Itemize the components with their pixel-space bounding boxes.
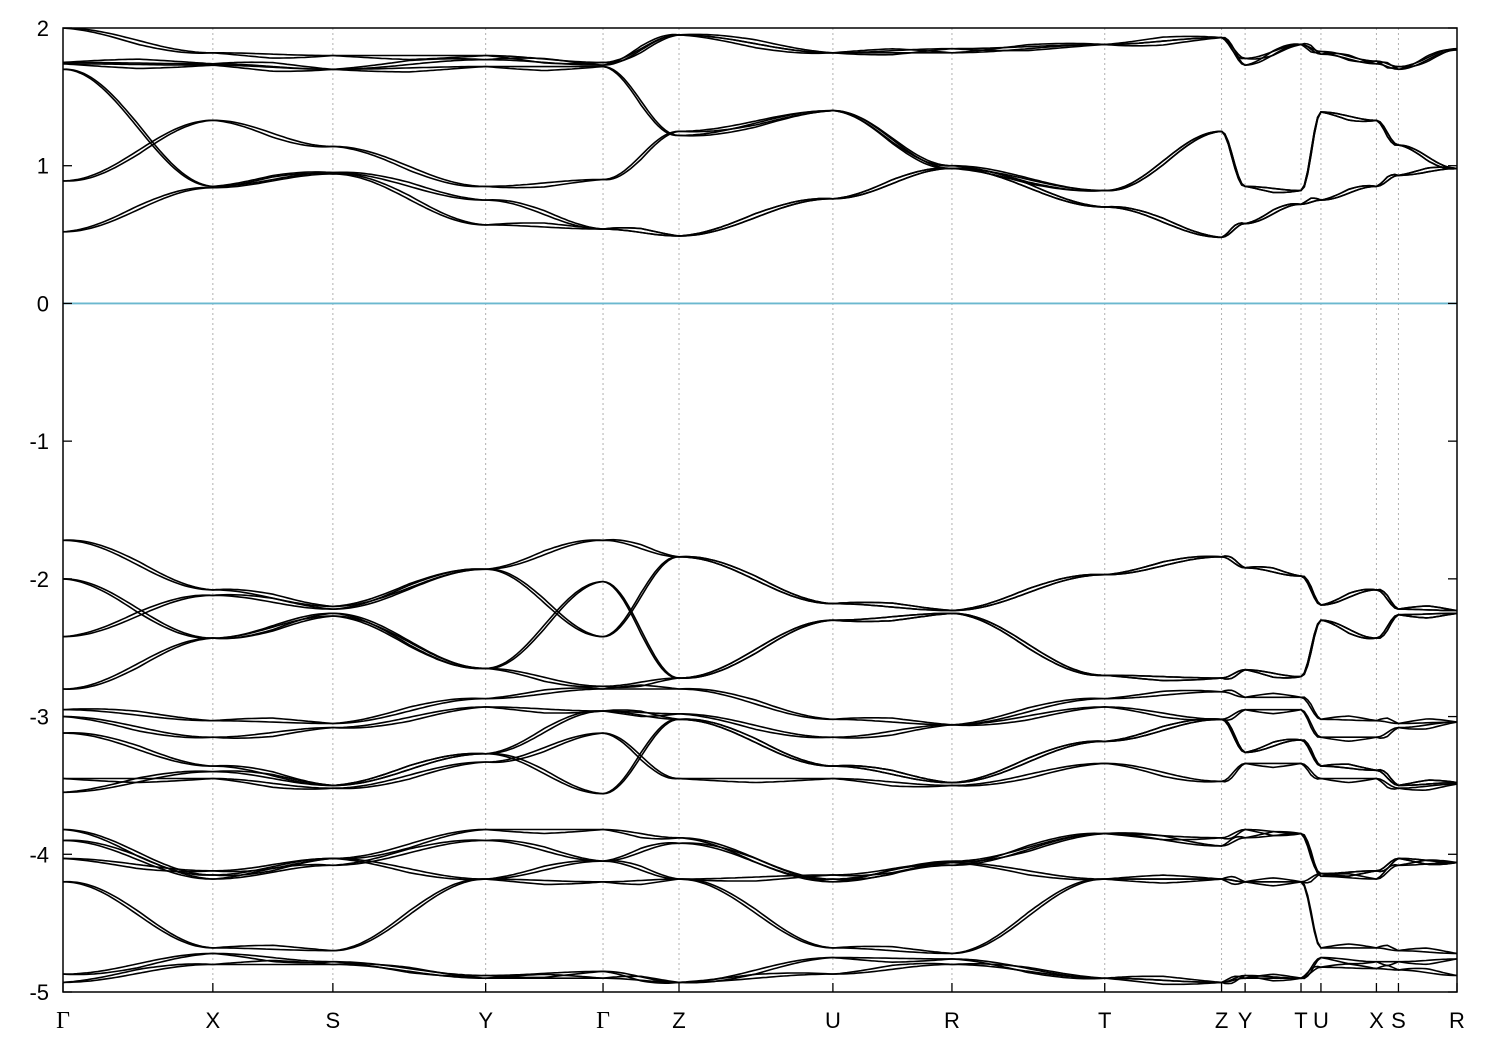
band-line	[63, 28, 1457, 68]
band-line	[63, 167, 1457, 239]
band-line	[63, 830, 1457, 883]
band-line	[63, 832, 1457, 883]
band-line	[63, 732, 1457, 790]
kpoint-label: Γ	[56, 1008, 70, 1034]
kpoint-label: R	[944, 1008, 960, 1033]
band-line	[63, 539, 1457, 612]
band-line	[63, 68, 1457, 239]
band-line	[63, 68, 1457, 239]
band-line	[63, 718, 1457, 795]
kpoint-label: S	[1391, 1008, 1406, 1033]
plot-frame	[62, 27, 1458, 993]
band-line	[63, 555, 1457, 638]
kpoint-label: T	[1098, 1008, 1111, 1033]
band-line	[63, 63, 1457, 192]
y-tick-label: -2	[29, 567, 49, 592]
band-line	[63, 959, 1457, 984]
kpoint-label: Γ	[596, 1008, 610, 1034]
kpoint-label: X	[1369, 1008, 1384, 1033]
kpoint-label: Z	[672, 1008, 685, 1033]
y-tick-label: -5	[29, 980, 49, 1005]
band-line	[63, 718, 1457, 795]
band-line	[63, 706, 1457, 743]
band-line	[63, 612, 1457, 690]
kpoint-label: S	[326, 1008, 341, 1033]
band-line	[63, 857, 1457, 887]
band-lines	[63, 28, 1457, 986]
kpoint-gridlines	[212, 28, 1399, 992]
y-axis-ticks: -5 -4 -3 -2 -1 0 1 2	[29, 16, 1457, 1005]
band-line	[63, 166, 1457, 239]
y-tick-label: -4	[29, 842, 49, 867]
band-line	[63, 684, 1457, 726]
band-line	[63, 612, 1457, 690]
band-line	[63, 63, 1457, 194]
kpoint-label: T	[1294, 1008, 1307, 1033]
y-tick-label: -3	[29, 705, 49, 730]
kpoint-label: Y	[478, 1008, 493, 1033]
band-line	[63, 952, 1457, 986]
band-line	[63, 963, 1457, 984]
kpoint-label: U	[1313, 1008, 1329, 1033]
kpoint-label: U	[825, 1008, 841, 1033]
y-tick-label: 1	[37, 154, 49, 179]
band-line	[63, 555, 1457, 638]
band-line	[63, 732, 1457, 792]
kpoint-label: Y	[1238, 1008, 1253, 1033]
band-line	[63, 538, 1457, 612]
band-line	[63, 860, 1457, 955]
band-line	[63, 706, 1457, 738]
band-line	[63, 859, 1457, 955]
y-tick-label: 0	[37, 291, 49, 316]
band-line	[63, 28, 1457, 69]
kpoint-label: R	[1449, 1008, 1465, 1033]
y-tick-label: 2	[37, 16, 49, 41]
band-line	[63, 33, 1457, 71]
band-line	[63, 688, 1457, 726]
kpoint-label: X	[206, 1008, 221, 1033]
kpoint-label: Z	[1215, 1008, 1228, 1033]
y-tick-label: -1	[29, 429, 49, 454]
